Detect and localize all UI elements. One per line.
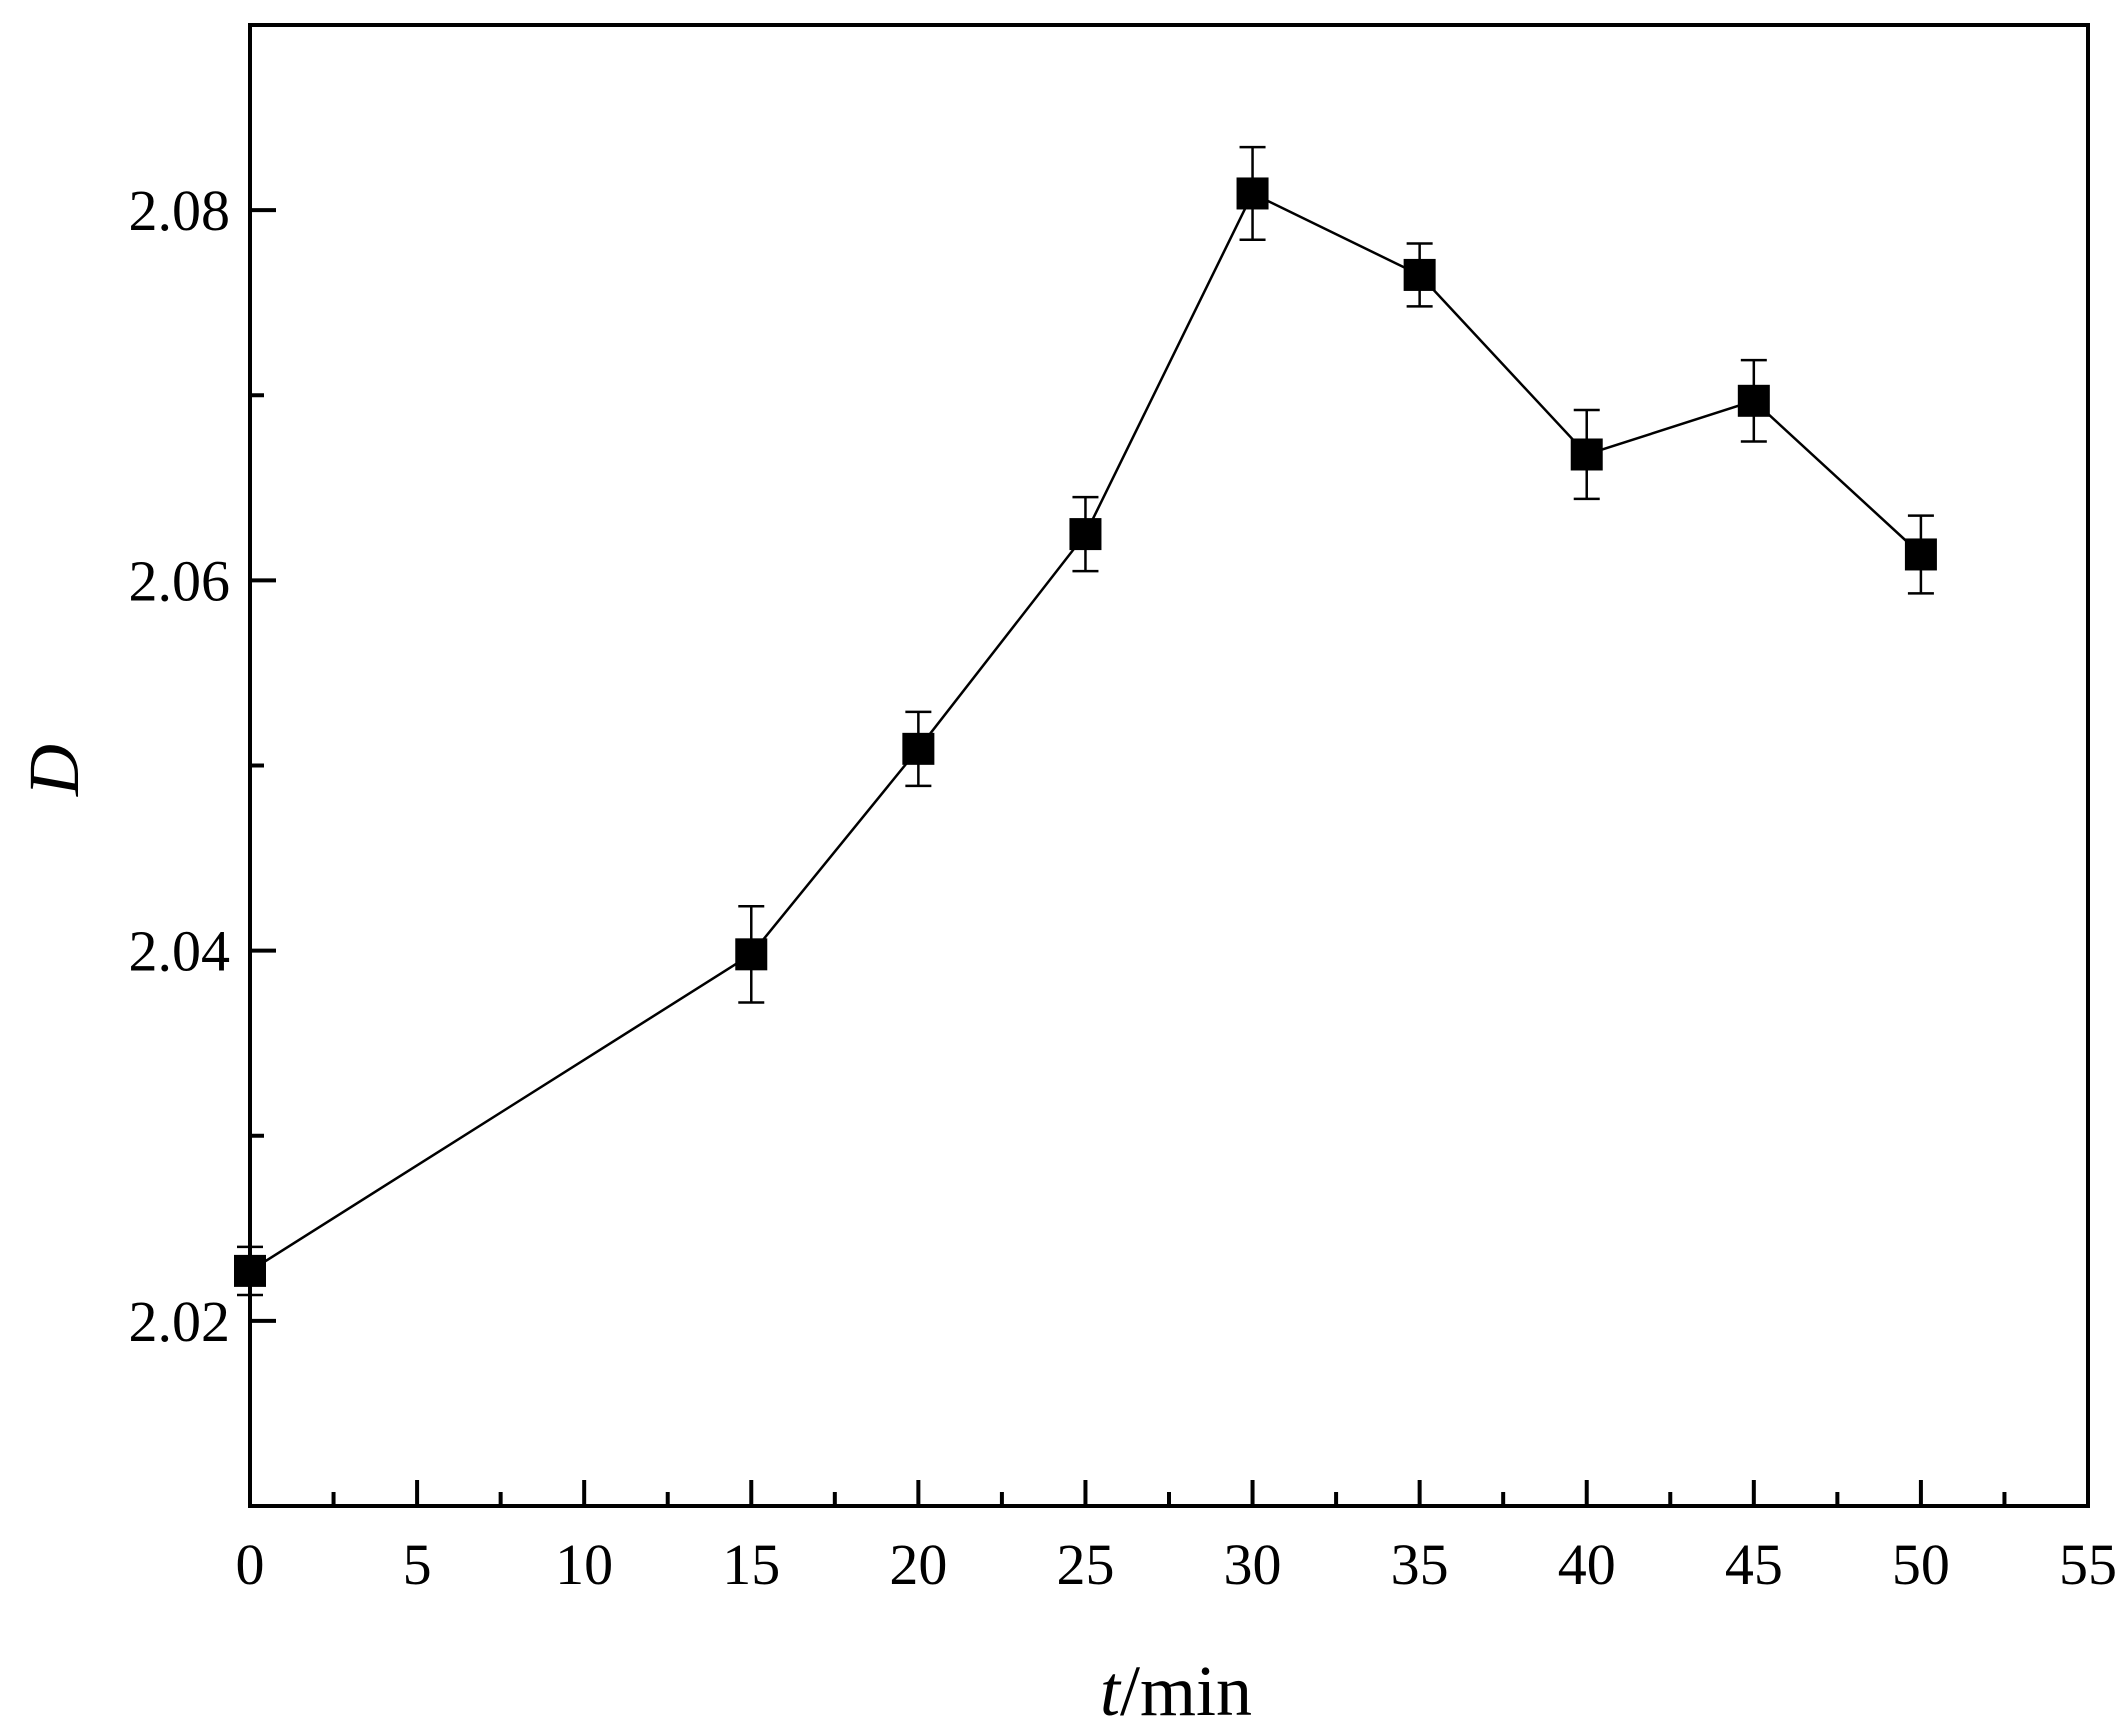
x-tick-label: 0 (236, 1532, 265, 1597)
data-point-marker (1904, 538, 1937, 571)
x-tick-label: 20 (889, 1532, 947, 1597)
y-tick-label: 2.02 (129, 1289, 231, 1354)
x-tick-label: 50 (1892, 1532, 1950, 1597)
data-point-marker (902, 732, 935, 765)
x-axis-label-unit: /min (1120, 1651, 1252, 1731)
x-axis-label-symbol: t (1100, 1651, 1122, 1731)
x-tick-label: 10 (555, 1532, 613, 1597)
plot-area (248, 23, 2090, 1508)
series-line (249, 191, 1922, 1272)
data-point-marker (1737, 384, 1770, 417)
y-tick-label: 2.04 (129, 919, 231, 984)
plot-frame (248, 23, 2090, 1508)
x-tick-label: 5 (403, 1532, 432, 1597)
y-axis-label: D (14, 744, 94, 797)
data-point-marker (1570, 438, 1603, 471)
data-series (234, 145, 1937, 1297)
data-point-marker (1069, 518, 1102, 551)
data-point-marker (1403, 258, 1436, 291)
tick-labels: 0 5 10 15 20 25 30 35 40 45 50 55 2.02 2.04 2.06 2.08 (129, 178, 2118, 1597)
y-tick-label: 2.06 (129, 548, 231, 613)
x-tick-label: 45 (1725, 1532, 1783, 1597)
x-tick-label: 25 (1056, 1532, 1114, 1597)
x-tick-label: 30 (1224, 1532, 1282, 1597)
x-tick-label: 15 (722, 1532, 780, 1597)
y-tick-label: 2.08 (129, 178, 231, 243)
x-axis-label: t/min (1100, 1651, 1252, 1731)
data-point-marker (735, 938, 768, 971)
axis-ticks (248, 208, 2090, 1506)
data-point-marker (1236, 177, 1269, 210)
x-tick-label: 55 (2059, 1532, 2117, 1597)
x-tick-label: 35 (1391, 1532, 1449, 1597)
x-tick-label: 40 (1558, 1532, 1616, 1597)
data-point-marker (234, 1254, 266, 1287)
